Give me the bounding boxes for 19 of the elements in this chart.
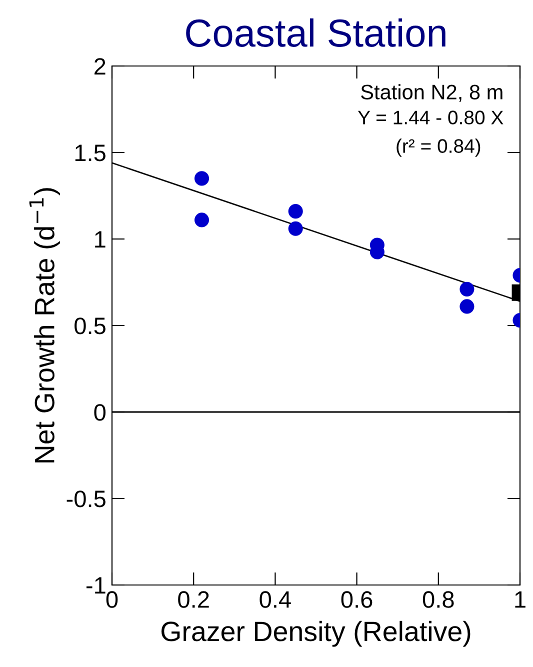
annotation: (r² = 0.84) [396, 138, 480, 157]
chart-title: Coastal Station [186, 18, 446, 47]
x-tick-label: 0.6 [341, 591, 372, 608]
y-tick-label: 1.5 [75, 144, 106, 162]
y-axis-title: Net Growth Rate (d$^{−1}$) [29, 188, 60, 462]
annotation: Station N2, 8 m [361, 84, 502, 102]
x-axis-title: Grazer Density (Relative) [162, 620, 470, 647]
y-tick-label: 0.5 [74, 318, 106, 334]
y-tick-label: 2 [94, 58, 106, 75]
y-tick-label: -1 [86, 577, 106, 594]
x-tick-label: 0.8 [422, 591, 454, 608]
x-tick-label: 1 [515, 591, 526, 608]
x-tick-label: 0 [106, 591, 118, 608]
y-tick-label: -0.5 [66, 490, 106, 508]
y-tick-label: 1 [95, 231, 106, 248]
x-tick-label: 0.4 [260, 591, 291, 608]
x-tick-label: 0.2 [178, 591, 209, 608]
y-tick-label: 0 [94, 404, 106, 421]
annotation: Y = 1.44 - 0.80 X [358, 110, 504, 124]
